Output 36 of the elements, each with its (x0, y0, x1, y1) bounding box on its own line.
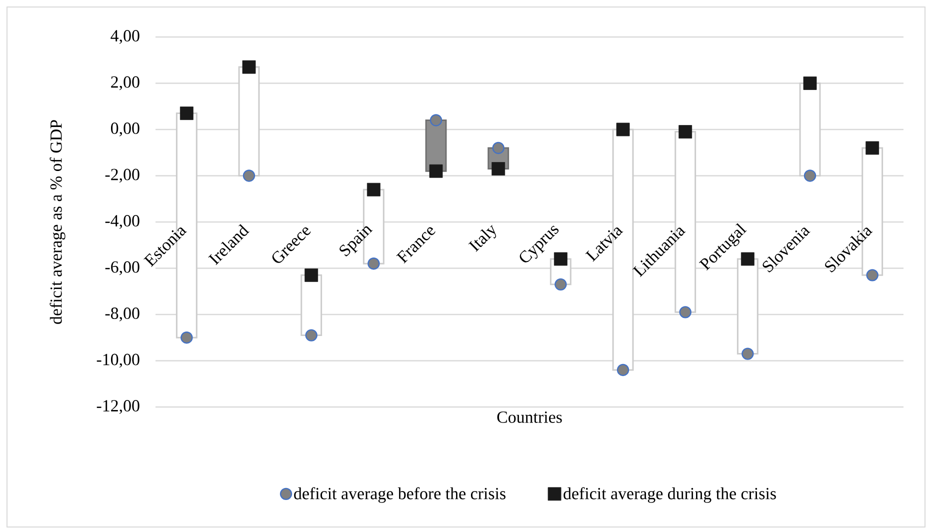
y-tick-label: -2,00 (105, 168, 140, 183)
point (678, 125, 692, 138)
point (492, 142, 504, 154)
point (492, 162, 506, 176)
y-tick-label: -6,00 (105, 261, 140, 276)
point (366, 182, 380, 196)
y-tick-label: -4,00 (105, 215, 140, 229)
point (368, 258, 380, 270)
point (304, 268, 318, 282)
y-tick-label: 0,00 (110, 122, 140, 136)
y-tick-label: -12,00 (96, 400, 140, 414)
point (742, 348, 754, 360)
y-tick-label: 4,00 (110, 30, 140, 44)
point (430, 114, 442, 126)
point (804, 170, 816, 182)
y-tick-label: -8,00 (105, 308, 140, 322)
point (554, 278, 567, 291)
point (866, 141, 880, 155)
legend-label: deficit average during the crisis (564, 487, 776, 503)
y-axis-title: deficit average as a % of GDP (50, 120, 66, 324)
point (180, 106, 194, 120)
bar (238, 66, 260, 176)
point (679, 306, 692, 318)
point (180, 332, 193, 344)
point (616, 122, 630, 136)
point (803, 76, 817, 90)
point (242, 170, 256, 182)
x-tick-label: Italy (468, 224, 496, 252)
x-axis-title: Countries (497, 412, 562, 423)
point (242, 60, 256, 74)
legend-label: deficit average before the crisis (294, 487, 506, 503)
y-tick-label: 2,00 (111, 76, 140, 90)
point (429, 164, 443, 178)
y-tick-label: -10,00 (96, 354, 140, 368)
point (305, 329, 318, 342)
point (616, 364, 630, 376)
